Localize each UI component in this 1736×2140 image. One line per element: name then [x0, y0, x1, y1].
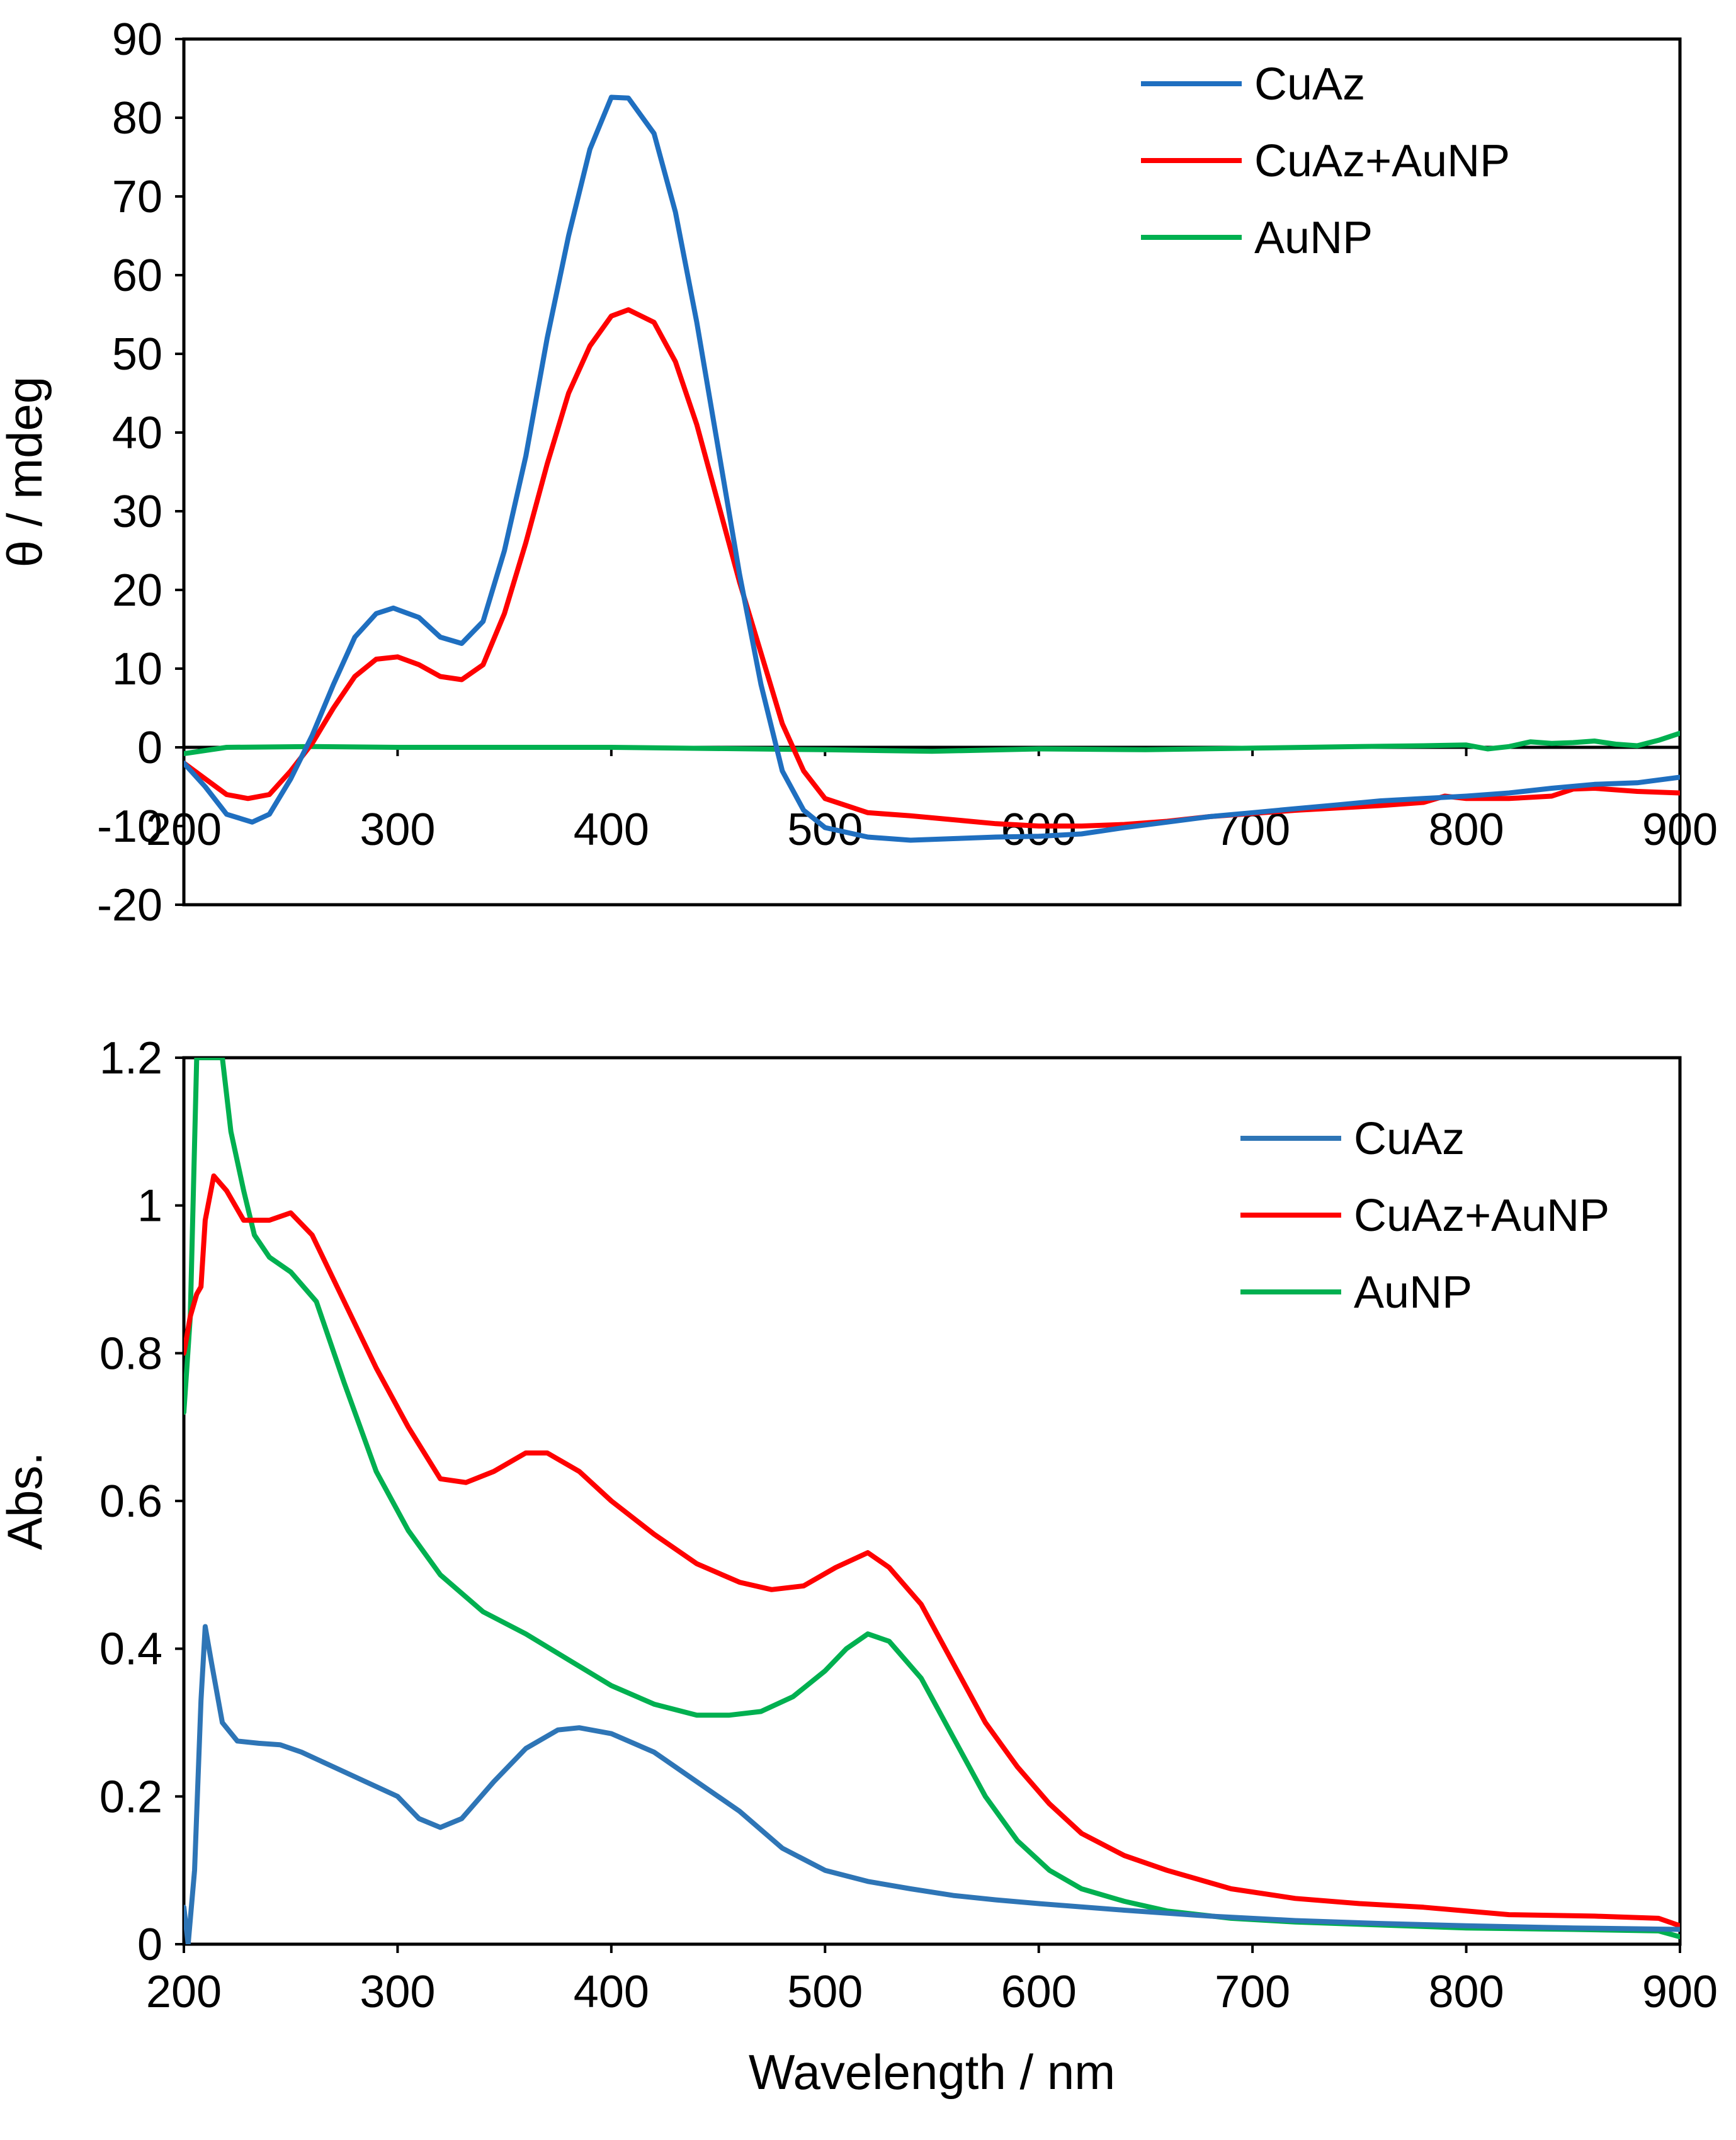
y-tick-label: 0	[137, 1920, 162, 1970]
y-tick-label: 0.8	[99, 1328, 162, 1379]
x-tick-label: 800	[1429, 805, 1504, 855]
x-tick-label: 300	[360, 805, 435, 855]
y-tick-label: 90	[112, 14, 162, 65]
y-tick-label: 70	[112, 172, 162, 222]
x-tick-label: 600	[1001, 1967, 1077, 2017]
series-line-cuaz	[184, 94, 1680, 843]
legend-label: AuNP	[1254, 213, 1373, 263]
y-tick-label: 60	[112, 251, 162, 301]
y-tick-label: -10	[97, 801, 162, 852]
y-axis-title: Abs.	[0, 1452, 52, 1550]
legend-label: CuAz+AuNP	[1254, 136, 1510, 186]
y-axis-title: θ / mdeg	[0, 376, 52, 568]
y-tick-label: 0	[137, 723, 162, 773]
y-tick-label: 0.4	[99, 1624, 162, 1675]
legend: CuAz CuAz+AuNP AuNP	[1141, 59, 1510, 263]
plot-frame	[182, 37, 1682, 907]
legend-label: CuAz	[1354, 1114, 1465, 1164]
absorbance-spectrum-panel: 0 0.2 0.4 0.6 0.8 1 1.2 200 300 400 500 600 700 800 90…	[0, 1033, 1718, 2100]
x-tick-label: 600	[1001, 805, 1077, 855]
y-tick-label: 20	[112, 565, 162, 616]
y-tick-label: 1.2	[99, 1033, 162, 1084]
y-tick-label: 0.2	[99, 1772, 162, 1822]
y-tick-label: -20	[97, 880, 162, 931]
x-tick-label: 200	[146, 1967, 222, 2017]
x-tick-label: 200	[146, 805, 222, 855]
y-tick-label: 40	[112, 408, 162, 458]
legend: CuAz CuAz+AuNP AuNP	[1240, 1114, 1609, 1318]
x-tick-label: 500	[787, 1967, 863, 2017]
x-tick-label: 400	[574, 805, 649, 855]
x-tick-label: 700	[1215, 1967, 1290, 2017]
y-tick-label: 1	[137, 1181, 162, 1231]
x-tick-label: 800	[1429, 1967, 1504, 2017]
x-tick-label: 400	[574, 1967, 649, 2017]
legend-label: CuAz	[1254, 59, 1365, 110]
x-tick-label: 900	[1642, 1967, 1718, 2017]
y-tick-label: 50	[112, 329, 162, 380]
series-line-aunp	[184, 730, 1680, 756]
x-tick-label: 900	[1642, 805, 1718, 855]
x-axis-title: Wavelength / nm	[749, 2044, 1115, 2100]
legend-label: CuAz+AuNP	[1354, 1191, 1609, 1241]
legend-label: AuNP	[1354, 1267, 1472, 1318]
series-line-cuaz-aunp	[184, 1173, 1680, 1928]
y-tick-label: 0.6	[99, 1476, 162, 1527]
y-tick-label: 10	[112, 644, 162, 694]
y-tick-label: 80	[112, 93, 162, 144]
series-line-cuaz	[184, 1624, 1680, 1944]
x-tick-label: 300	[360, 1967, 435, 2017]
y-tick-label: 30	[112, 487, 162, 537]
